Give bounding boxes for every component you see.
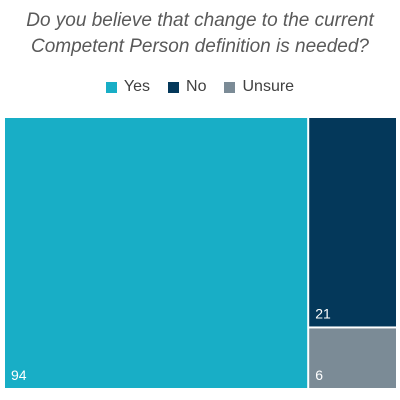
- legend-item-unsure: Unsure: [224, 78, 294, 96]
- chart-title-line-1: Do you believe that change to the curren…: [26, 10, 374, 31]
- treemap-cell-yes: [5, 118, 308, 388]
- treemap-cell-no: [309, 118, 396, 327]
- legend-item-yes: Yes: [105, 78, 151, 96]
- data-label-yes: 94: [11, 367, 27, 383]
- treemap-cell-unsure: [309, 328, 396, 388]
- chart-title-line-2: Competent Person definition is needed?: [30, 36, 369, 57]
- legend-label-yes: Yes: [123, 78, 151, 95]
- legend-item-no: No: [168, 78, 206, 96]
- legend-swatch-unsure: [224, 81, 236, 93]
- data-label-unsure: 6: [315, 367, 323, 383]
- legend-label-no: No: [186, 78, 207, 95]
- legend: Yes No Unsure: [0, 78, 400, 96]
- legend-swatch-no: [168, 81, 180, 93]
- data-label-no: 21: [315, 305, 331, 321]
- legend-swatch-yes: [105, 81, 117, 93]
- chart-title: Do you believe that change to the curren…: [0, 8, 400, 60]
- legend-label-unsure: Unsure: [242, 78, 295, 95]
